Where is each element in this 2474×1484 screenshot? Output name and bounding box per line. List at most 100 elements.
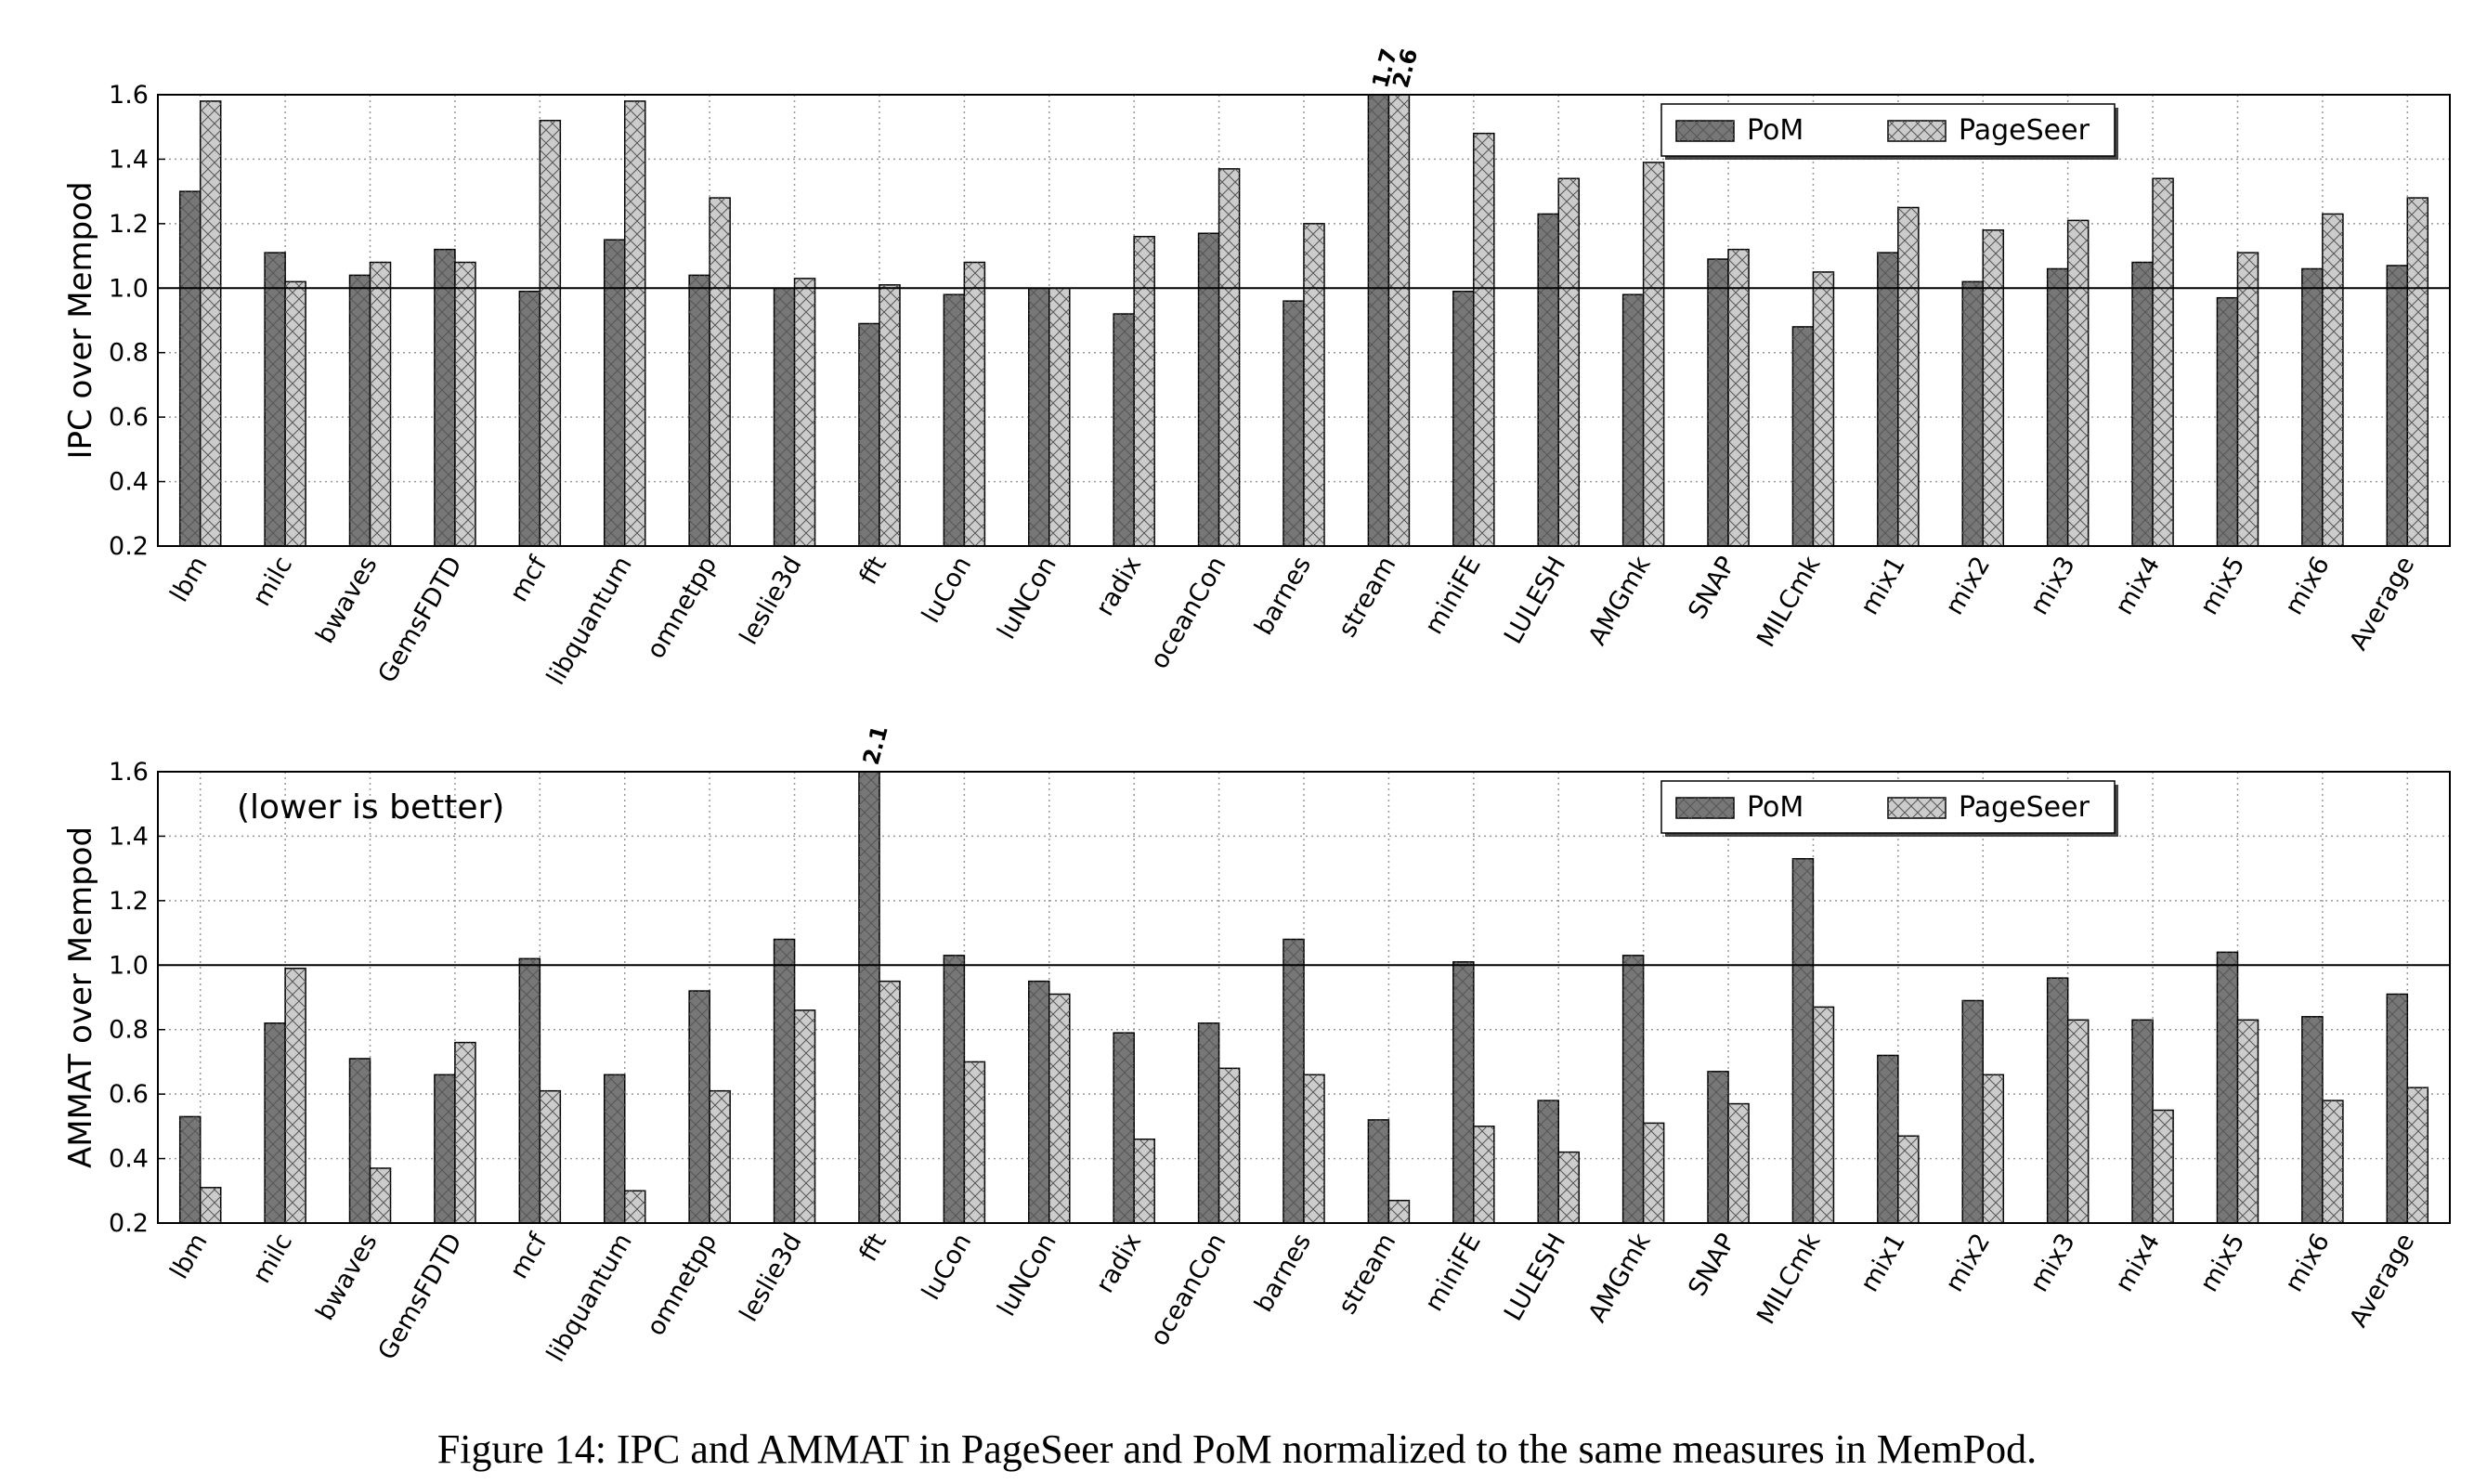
y-tick-label: 1.4: [109, 145, 149, 174]
bar-hatch: [710, 1090, 731, 1223]
x-tick-label: mix6: [2280, 552, 2336, 619]
bar-hatch: [1048, 288, 1070, 546]
x-tick-label: mix4: [2110, 552, 2166, 619]
x-tick-label: luCon: [917, 552, 977, 628]
bar-hatch: [944, 294, 965, 546]
bar-hatch: [370, 1167, 391, 1223]
bar-hatch: [2067, 220, 2089, 546]
x-tick-label: miniFE: [1420, 1229, 1487, 1316]
bar-hatch: [2047, 268, 2068, 546]
y-axis-label: AMMAT over Mempod: [62, 827, 99, 1168]
y-axis-label: IPC over Mempod: [62, 181, 99, 459]
x-tick-label: barnes: [1249, 1229, 1317, 1317]
bar-hatch: [349, 1058, 371, 1223]
x-tick-label: mix3: [2025, 1229, 2080, 1296]
bar-hatch: [2153, 1110, 2174, 1223]
bar-hatch: [1792, 858, 1814, 1223]
x-tick-label: leslie3d: [735, 1229, 808, 1327]
x-tick-label: radix: [1090, 552, 1147, 621]
y-tick-label: 0.4: [109, 1145, 149, 1174]
bar-hatch: [179, 1116, 201, 1223]
x-tick-label: mix5: [2194, 552, 2250, 619]
bar-hatch: [2132, 262, 2154, 546]
bars: [178, 772, 2429, 1223]
bar-hatch: [434, 1074, 455, 1223]
bar-hatch: [1622, 294, 1644, 546]
x-tick-label: GemsFDTD: [372, 552, 468, 688]
bars: [178, 95, 2429, 546]
x-tick-label: GemsFDTD: [372, 1229, 468, 1365]
bar-hatch: [1283, 939, 1304, 1223]
bar-hatch: [2047, 978, 2068, 1223]
bar-hatch: [964, 262, 985, 546]
x-tick-label: mix1: [1856, 1229, 1911, 1296]
bar-hatch: [774, 288, 795, 546]
bar-hatch: [944, 955, 965, 1223]
legend-label: PageSeer: [1959, 791, 2090, 824]
bar-hatch: [1388, 95, 1410, 546]
bar-hatch: [1708, 259, 1729, 546]
bar-hatch: [1897, 1136, 1919, 1223]
x-tick-label: MILCmk: [1751, 552, 1827, 653]
bar-hatch: [1388, 1200, 1410, 1223]
bar-hatch: [689, 991, 710, 1223]
x-tick-label: mix6: [2280, 1229, 2336, 1296]
x-tick-label: stream: [1333, 1229, 1401, 1319]
bar-hatch: [200, 100, 221, 546]
bar-hatch: [349, 275, 371, 546]
bar-hatch: [1283, 301, 1304, 546]
x-tick-label: AMGmk: [1583, 1229, 1657, 1327]
x-tick-label: leslie3d: [735, 552, 808, 650]
x-tick-label: luNCon: [992, 552, 1061, 644]
bar-hatch: [2387, 265, 2408, 546]
bar-hatch: [1708, 1071, 1729, 1223]
bar-hatch: [1368, 95, 1389, 546]
x-tick-label: luNCon: [992, 1229, 1061, 1321]
x-tick-label: SNAP: [1683, 552, 1741, 624]
bar-hatch: [1198, 233, 1219, 546]
y-tick-label: 0.4: [109, 468, 149, 497]
bar-hatch: [540, 1090, 561, 1223]
x-tick-label: mix2: [1940, 552, 1996, 619]
bar-hatch: [1028, 981, 1049, 1223]
bar-hatch: [2387, 994, 2408, 1223]
x-tick-label: mcf: [504, 551, 553, 607]
x-tick-label: AMGmk: [1583, 552, 1657, 650]
bar-hatch: [2217, 952, 2238, 1223]
x-tick-label: libquantum: [541, 1229, 638, 1367]
annotation: (lower is better): [237, 788, 504, 827]
y-tick-label: 1.2: [109, 887, 149, 916]
y-tick-label: 0.8: [109, 1016, 149, 1045]
legend-label: PageSeer: [1959, 114, 2090, 147]
bar-hatch: [2301, 1016, 2323, 1223]
y-tick-label: 0.2: [109, 1209, 149, 1238]
bar-hatch: [2217, 297, 2238, 546]
bar-hatch: [1728, 1103, 1750, 1223]
bar-hatch: [265, 1022, 286, 1223]
x-tick-label: mix3: [2025, 552, 2080, 619]
x-tick-label: luCon: [917, 1229, 977, 1305]
bar-hatch: [1897, 207, 1919, 546]
bar-hatch: [2322, 214, 2343, 546]
x-tick-label: Average: [2344, 1229, 2420, 1333]
y-tick-label: 1.2: [109, 210, 149, 239]
bar-hatch: [285, 281, 306, 546]
bar-hatch: [2237, 1020, 2259, 1223]
x-tick-label: LULESH: [1499, 552, 1571, 649]
bar-hatch: [879, 284, 900, 546]
bar-hatch: [689, 275, 710, 546]
bar-hatch: [2132, 1020, 2154, 1223]
legend-label: PoM: [1747, 791, 1803, 824]
bar-hatch: [1134, 1139, 1155, 1223]
bar-hatch: [1983, 1074, 2004, 1223]
x-tick-label: mix2: [1940, 1229, 1996, 1296]
bar-hatch: [774, 939, 795, 1223]
x-tick-label: lbm: [164, 552, 213, 607]
y-tick-label: 0.8: [109, 339, 149, 368]
bar-hatch: [794, 278, 815, 546]
bar-hatch: [1048, 994, 1070, 1223]
legend-swatch-hatch: [1888, 798, 1946, 818]
bar-hatch: [858, 323, 879, 546]
bar-hatch: [1813, 1007, 1834, 1223]
bar-hatch: [1028, 288, 1049, 546]
